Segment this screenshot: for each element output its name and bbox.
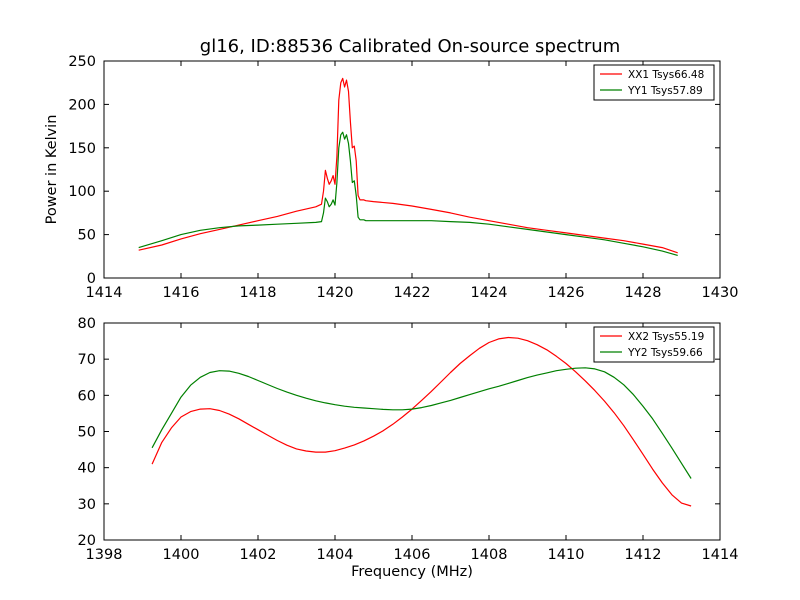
x-tick-label: 1430 xyxy=(702,285,739,301)
series-line-yy-plot1 xyxy=(138,131,678,256)
x-tick-label: 1404 xyxy=(317,547,354,563)
y-tick-label: 40 xyxy=(78,461,96,477)
legend-label: YY2 Tsys59.66 xyxy=(627,347,703,359)
y-tick-label: 80 xyxy=(78,316,96,332)
x-tick-label: 1408 xyxy=(471,547,508,563)
legend-label: XX1 Tsys66.48 xyxy=(628,69,704,81)
x-tick-label: 1412 xyxy=(625,547,662,563)
y-tick-label: 0 xyxy=(87,271,96,287)
y-tick-label: 100 xyxy=(68,184,96,200)
x-tick-label: 1406 xyxy=(394,547,431,563)
legend: XX2 Tsys55.19 YY2 Tsys59.66 xyxy=(593,326,715,363)
y-tick-label: 20 xyxy=(78,533,96,549)
y-tick-label: 30 xyxy=(78,497,96,513)
top-subplot: 1414 1416 1418 1420 1422 1424 1426 1428 1430 0 50 1… xyxy=(44,54,738,301)
legend-label: XX2 Tsys55.19 xyxy=(628,331,704,343)
x-tick-label: 1414 xyxy=(86,285,123,301)
y-tick-label: 60 xyxy=(78,388,96,404)
x-axis-label: Frequency (MHz) xyxy=(351,564,473,580)
series-line-xx-plot2 xyxy=(151,336,692,507)
x-tick-label: 1426 xyxy=(548,285,585,301)
legend-label: YY1 Tsys57.89 xyxy=(627,85,703,97)
x-tick-label: 1428 xyxy=(625,285,662,301)
legend-box xyxy=(593,64,715,101)
bottom-subplot: 1398 1400 1402 1404 1406 1408 1410 1412 1414 20 30… xyxy=(78,316,739,580)
x-tick-label: 1400 xyxy=(163,547,200,563)
series-line-xx-plot1 xyxy=(138,77,678,254)
x-tick-label: 1398 xyxy=(86,547,123,563)
y-tick-label: 50 xyxy=(78,425,96,441)
x-tick-label: 1416 xyxy=(163,285,200,301)
x-tick-label: 1420 xyxy=(317,285,354,301)
chart-title: gl16, ID:88536 Calibrated On-source spec… xyxy=(200,36,620,57)
y-tick-label: 50 xyxy=(78,228,96,244)
legend-box xyxy=(593,326,715,363)
y-tick-label: 70 xyxy=(78,352,96,368)
y-tick-label: 150 xyxy=(68,141,96,157)
x-tick-label: 1418 xyxy=(240,285,277,301)
series-line-yy-plot2 xyxy=(151,367,692,479)
legend: XX1 Tsys66.48 YY1 Tsys57.89 xyxy=(593,64,715,101)
x-tick-label: 1422 xyxy=(394,285,431,301)
y-tick-label: 250 xyxy=(68,54,96,70)
x-tick-label: 1402 xyxy=(240,547,277,563)
x-tick-label: 1424 xyxy=(471,285,508,301)
x-tick-label: 1414 xyxy=(702,547,739,563)
x-tick-label: 1410 xyxy=(548,547,585,563)
y-axis-label: Power in Kelvin xyxy=(44,115,60,225)
y-tick-label: 200 xyxy=(68,97,96,113)
